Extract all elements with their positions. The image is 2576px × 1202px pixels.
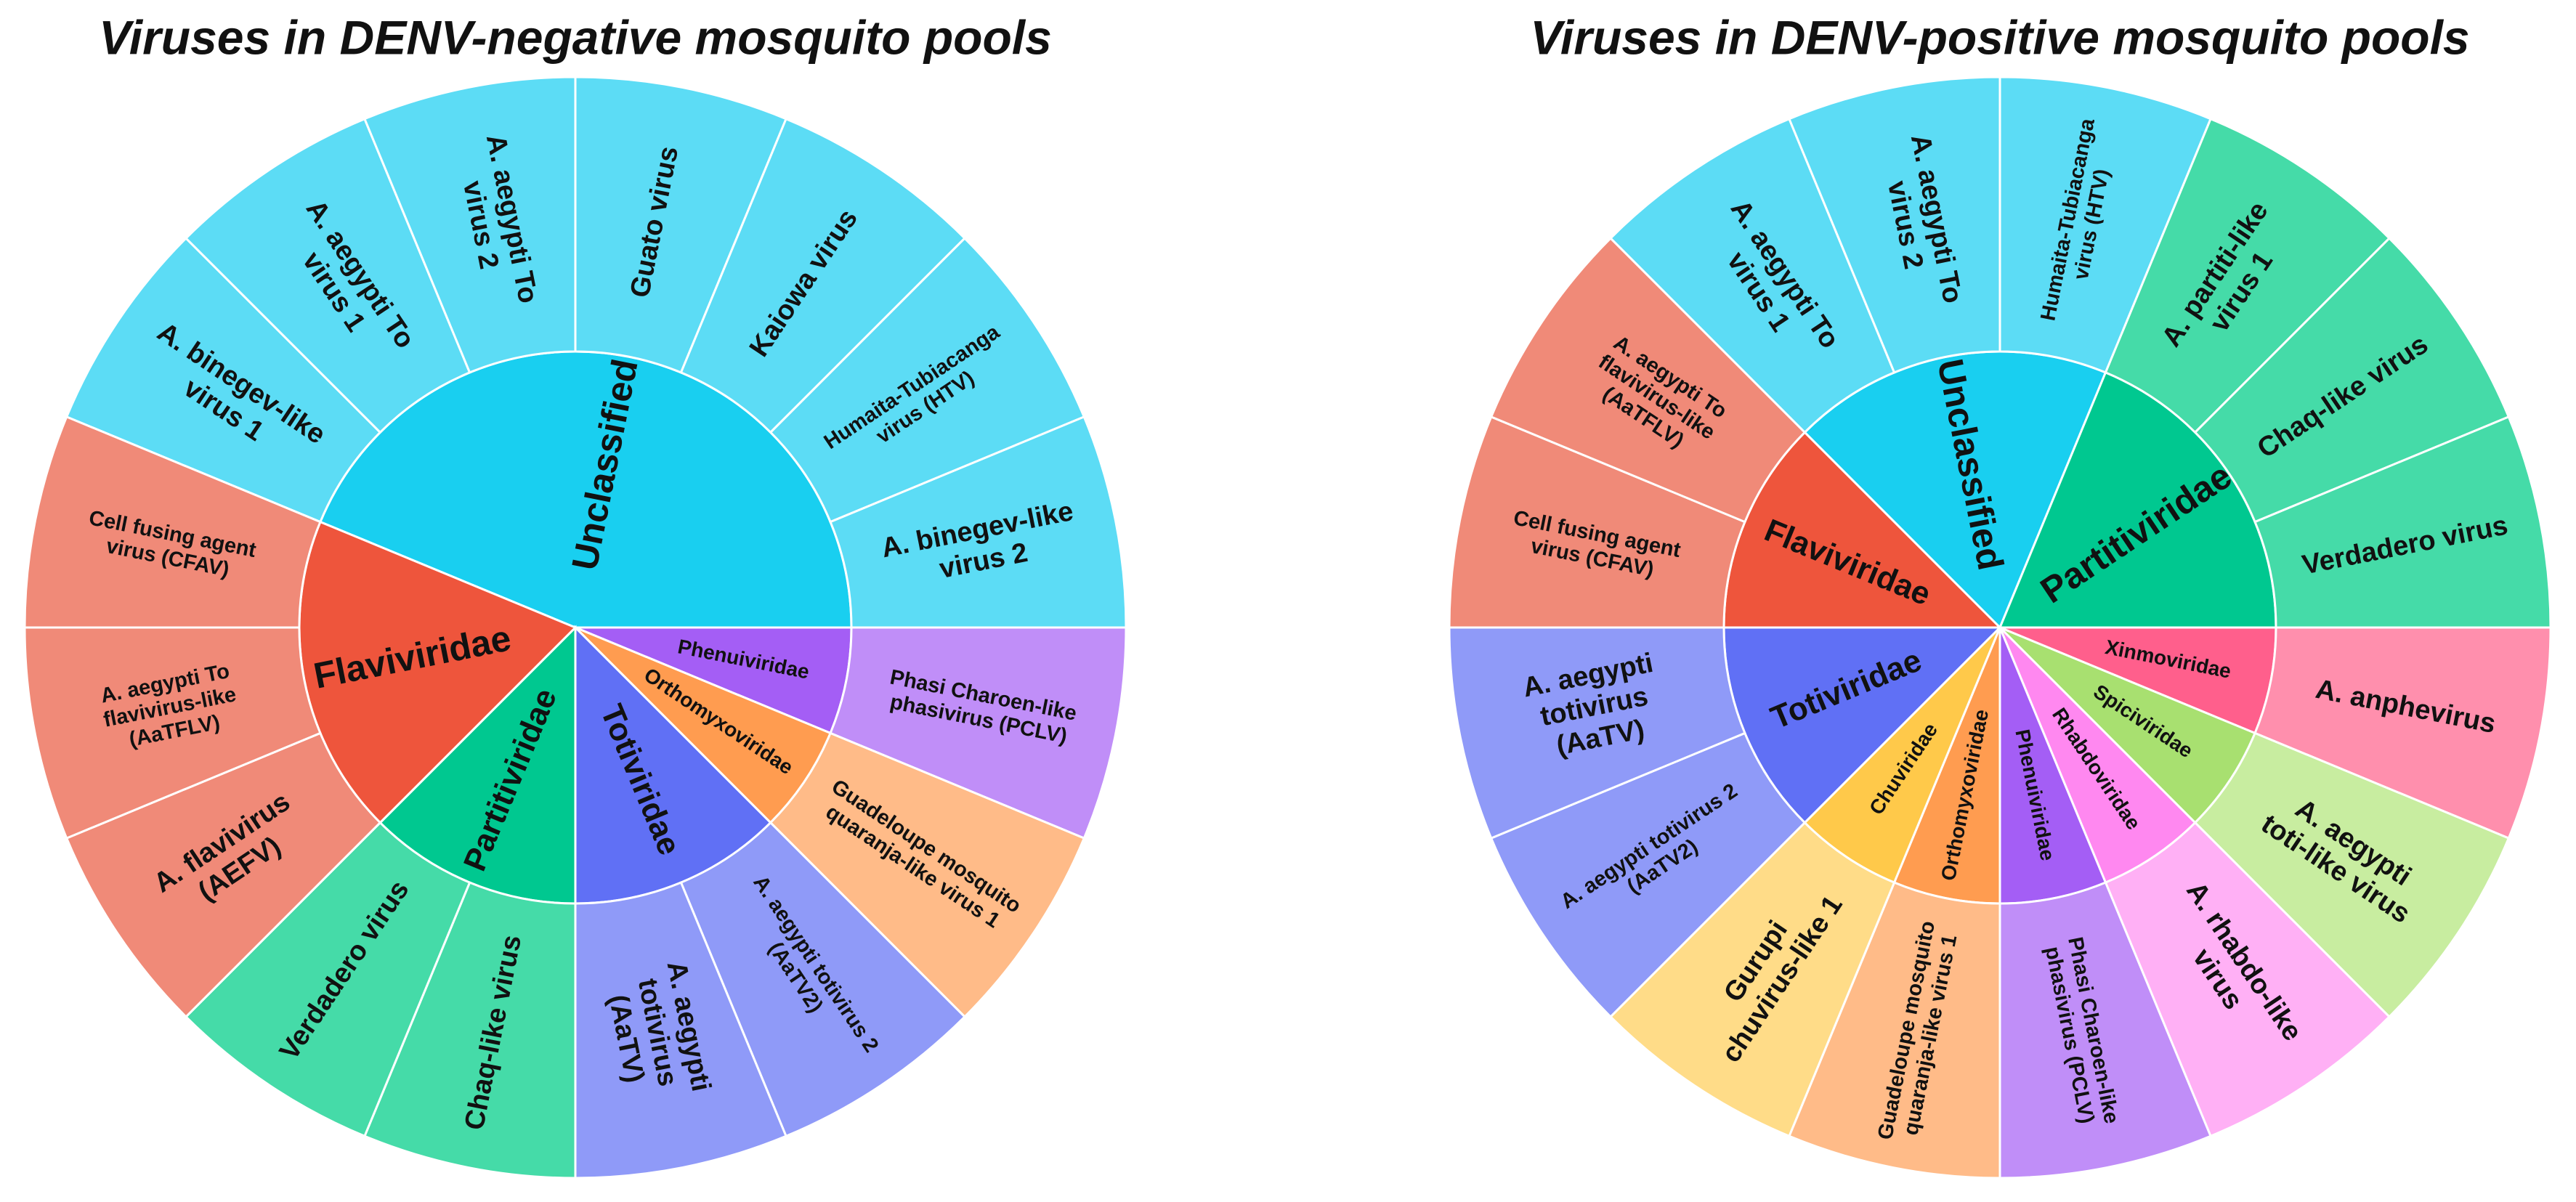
leaf-wedge xyxy=(1489,236,1807,524)
chart-title: Viruses in DENV-positive mosquito pools xyxy=(1530,10,2469,64)
leaf-wedge xyxy=(23,415,322,629)
chart-title: Viruses in DENV-negative mosquito pools xyxy=(99,10,1052,64)
